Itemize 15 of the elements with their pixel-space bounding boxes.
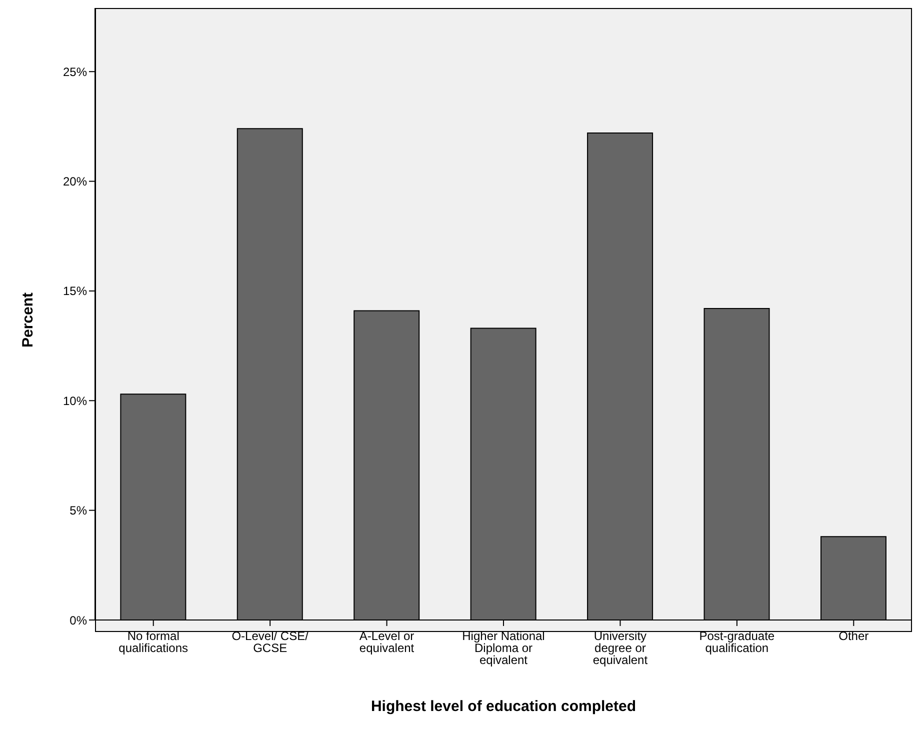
x-tick-label: A-Level or equivalent — [359, 629, 415, 655]
x-tick-label: University degree or equivalent — [592, 629, 648, 667]
y-tick-label: 25% — [62, 64, 88, 79]
x-tick-label: Post-graduate qualification — [699, 629, 775, 655]
x-axis-title: Highest level of education completed — [370, 698, 638, 715]
y-tick-label: 5% — [70, 504, 88, 518]
y-tick-label: 10% — [62, 394, 88, 408]
x-tick-label: Other — [838, 629, 869, 643]
y-tick-label: 20% — [62, 174, 88, 189]
x-tick-label: O-Level/ CSE/ GCSE — [232, 629, 310, 655]
y-tick-label: 15% — [62, 284, 88, 298]
x-tick-label: No formal qualifications — [118, 629, 188, 655]
x-tick-label: Higher National Diploma or eqivalent — [462, 629, 545, 667]
y-tick-label: 0% — [70, 613, 88, 628]
y-axis-title: Percent — [20, 292, 36, 348]
